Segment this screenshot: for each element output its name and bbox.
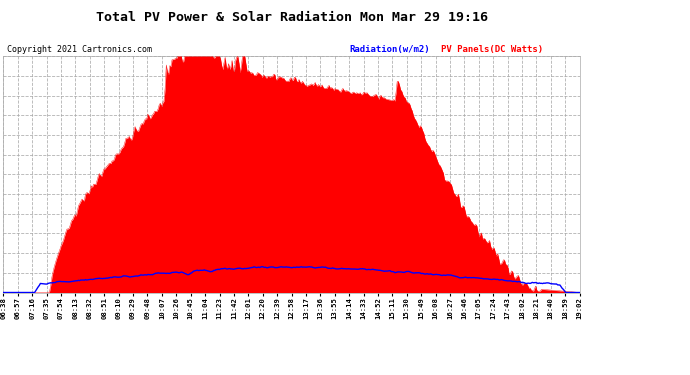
Text: Copyright 2021 Cartronics.com: Copyright 2021 Cartronics.com [7, 45, 152, 54]
Text: Radiation(w/m2): Radiation(w/m2) [349, 45, 430, 54]
Text: Total PV Power & Solar Radiation Mon Mar 29 19:16: Total PV Power & Solar Radiation Mon Mar… [95, 11, 488, 24]
Text: PV Panels(DC Watts): PV Panels(DC Watts) [442, 45, 544, 54]
